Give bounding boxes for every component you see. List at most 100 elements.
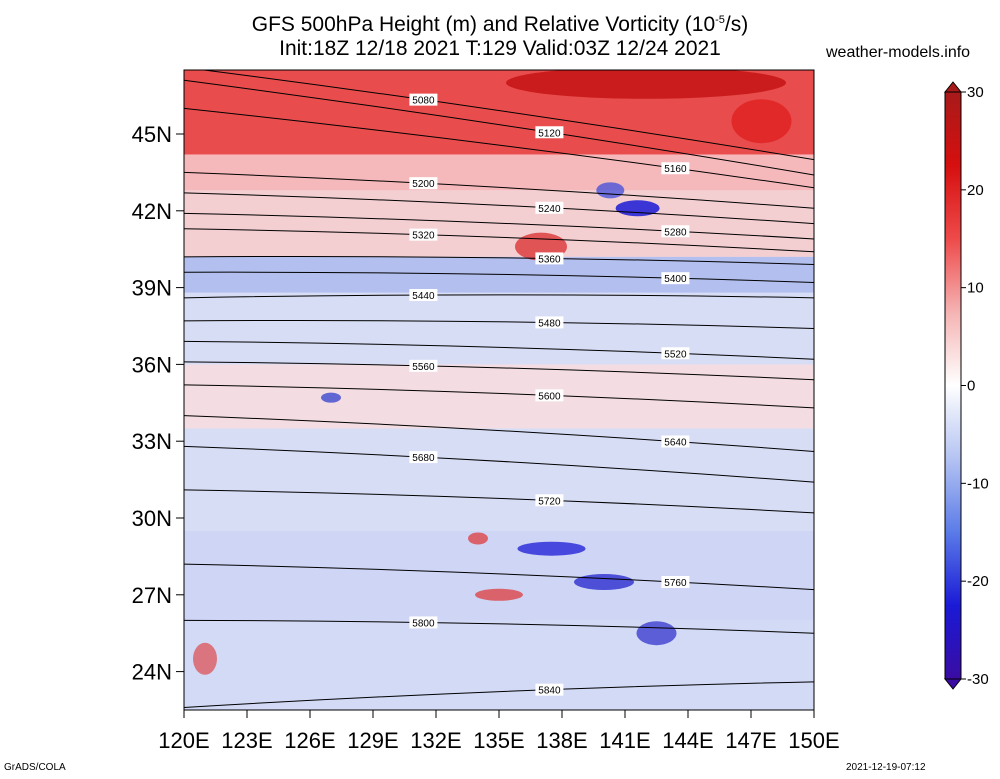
vorticity-blob bbox=[506, 70, 786, 99]
field-band bbox=[184, 364, 814, 429]
contour-line bbox=[184, 271, 814, 283]
y-tick-label: 30N bbox=[132, 506, 172, 531]
contour-label: 5080 bbox=[412, 96, 435, 107]
contour-label-bg bbox=[535, 494, 564, 507]
chart-title: GFS 500hPa Height (m) and Relative Vorti… bbox=[0, 8, 1000, 61]
colorbar: 30 20 10 0 -10 -20 -30 bbox=[943, 81, 989, 690]
contour-label: 5680 bbox=[412, 453, 435, 464]
contour-label-bg bbox=[535, 126, 564, 139]
contour-label-bg bbox=[661, 225, 690, 238]
contour-label-bg bbox=[409, 451, 438, 464]
contour-line bbox=[184, 79, 814, 176]
vorticity-blob bbox=[475, 588, 523, 601]
colorbar-tick-label: -30 bbox=[967, 671, 989, 688]
colorbar-tick-label: 20 bbox=[967, 182, 984, 199]
contour-label-bg bbox=[661, 162, 690, 175]
vorticity-blob bbox=[517, 541, 586, 556]
contour-label-bg bbox=[409, 93, 438, 106]
y-tick-label: 36N bbox=[132, 352, 172, 377]
x-tick-label: 135E bbox=[473, 728, 524, 753]
colorbar-tick-label: -10 bbox=[967, 475, 989, 492]
contour-line bbox=[184, 171, 814, 209]
x-tick-label: 144E bbox=[662, 728, 713, 753]
vorticity-blob bbox=[193, 642, 217, 675]
x-tick-label: 129E bbox=[347, 728, 398, 753]
x-tick-label: 150E bbox=[788, 728, 839, 753]
contour-label: 5640 bbox=[664, 437, 687, 448]
contour-label: 5360 bbox=[538, 254, 561, 265]
contour-label-bg bbox=[661, 575, 690, 588]
colorbar-tick-label: 30 bbox=[967, 84, 984, 101]
y-axis: 24N 27N 30N 33N 36N 39N 42N 45N bbox=[132, 122, 184, 685]
x-tick-label: 138E bbox=[536, 728, 587, 753]
contour-label-bg bbox=[535, 683, 564, 696]
contour-label: 5320 bbox=[412, 231, 435, 242]
contour-label: 5200 bbox=[412, 179, 435, 190]
vorticity-blob bbox=[321, 392, 341, 403]
site-credit: weather-models.info bbox=[826, 44, 971, 61]
contour-line bbox=[184, 619, 814, 634]
contour-label-bg bbox=[535, 201, 564, 214]
field-band bbox=[184, 154, 814, 191]
contour-label: 5440 bbox=[412, 291, 435, 302]
contour-line bbox=[184, 563, 814, 591]
contour-line bbox=[184, 255, 814, 266]
title-line1: GFS 500hPa Height (m) and Relative Vorti… bbox=[251, 13, 749, 36]
vorticity-blob bbox=[636, 621, 677, 646]
contour-label-bg bbox=[661, 435, 690, 448]
y-tick-label: 39N bbox=[132, 276, 172, 301]
contour-line bbox=[184, 415, 814, 452]
contour-label: 5120 bbox=[538, 128, 561, 139]
contour-label-bg bbox=[535, 316, 564, 329]
field-band bbox=[184, 428, 814, 531]
contour-label-bg bbox=[661, 347, 690, 360]
contour-line bbox=[184, 681, 814, 708]
contour-label: 5720 bbox=[538, 496, 561, 507]
colorbar-top-arrow bbox=[943, 81, 963, 93]
field-band bbox=[184, 530, 814, 621]
field-band bbox=[184, 620, 814, 710]
contour-line bbox=[200, 70, 814, 161]
x-tick-label: 120E bbox=[158, 728, 209, 753]
contour-line bbox=[184, 361, 814, 381]
contour-label: 5160 bbox=[664, 164, 687, 175]
contour-label: 5240 bbox=[538, 204, 561, 215]
vorticity-blob bbox=[596, 182, 625, 199]
contour-label: 5600 bbox=[538, 391, 561, 402]
height-contours: 5080 5120 5160 5200 5240 5280 5320 5360 5400 5440… bbox=[184, 70, 814, 708]
contour-label-bg bbox=[409, 616, 438, 629]
colorbar-tick-label: -20 bbox=[967, 573, 989, 590]
colorbar-bar bbox=[944, 91, 962, 680]
contour-label-bg bbox=[409, 177, 438, 190]
field-band bbox=[184, 292, 814, 365]
x-tick-label: 126E bbox=[284, 728, 335, 753]
contour-line bbox=[184, 384, 814, 409]
contour-line bbox=[184, 228, 814, 253]
contour-label: 5280 bbox=[664, 227, 687, 238]
vorticity-blob bbox=[731, 99, 792, 144]
y-tick-label: 45N bbox=[132, 122, 172, 147]
title-line2: Init:18Z 12/18 2021 T:129 Valid:03Z 12/2… bbox=[279, 37, 721, 60]
contour-label: 5760 bbox=[664, 578, 687, 589]
x-tick-label: 123E bbox=[221, 728, 272, 753]
contour-label-bg bbox=[409, 359, 438, 372]
contour-label-bg bbox=[409, 289, 438, 302]
x-tick-label: 147E bbox=[725, 728, 776, 753]
contour-label-bg bbox=[661, 272, 690, 285]
contour-line bbox=[184, 192, 814, 225]
colorbar-tick-label: 10 bbox=[967, 280, 984, 297]
contour-line bbox=[184, 489, 814, 514]
x-tick-label: 141E bbox=[599, 728, 650, 753]
timestamp: 2021-12-19-07:12 bbox=[846, 762, 926, 773]
contour-label: 5840 bbox=[538, 686, 561, 697]
contour-line bbox=[184, 445, 814, 483]
contour-label: 5800 bbox=[412, 618, 435, 629]
y-tick-label: 27N bbox=[132, 583, 172, 608]
contour-line bbox=[184, 340, 814, 360]
colorbar-bottom-arrow bbox=[943, 678, 963, 690]
y-tick-label: 42N bbox=[132, 199, 172, 224]
colorbar-tick-label: 0 bbox=[967, 378, 975, 395]
vorticity-field bbox=[184, 70, 814, 710]
vorticity-blob bbox=[574, 574, 634, 590]
